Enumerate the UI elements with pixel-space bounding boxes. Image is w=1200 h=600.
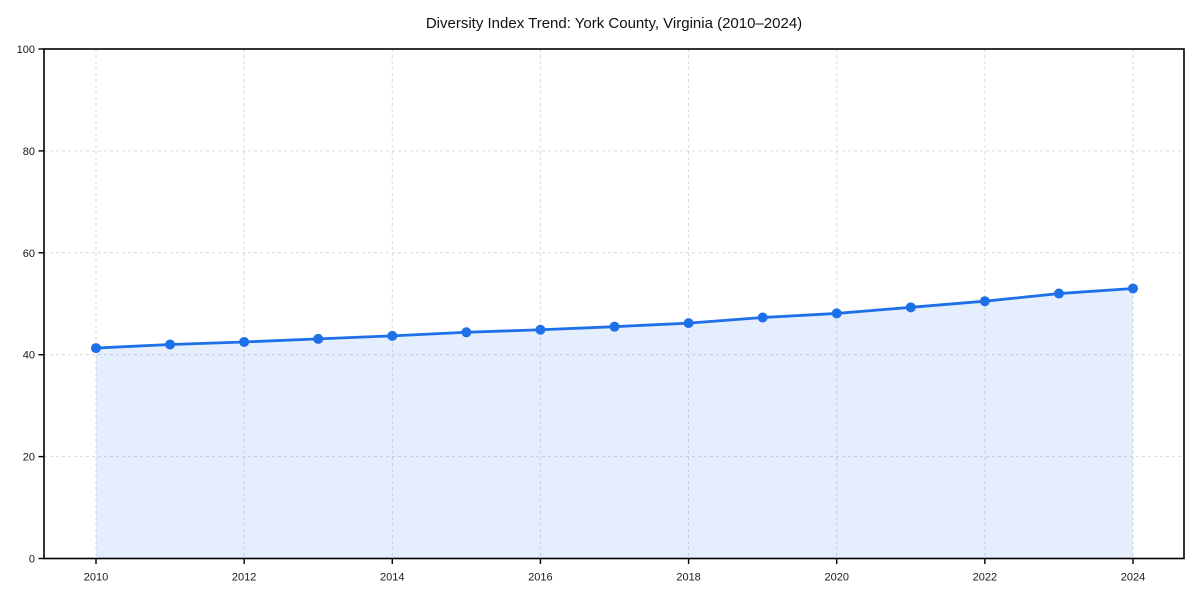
- data-point: [313, 333, 324, 344]
- x-tick-label: 2024: [1121, 572, 1145, 584]
- y-tick-label: 20: [23, 452, 35, 464]
- plot-border: [43, 48, 1185, 560]
- data-point: [239, 336, 250, 347]
- data-point: [165, 339, 176, 350]
- x-tick-label: 2012: [232, 572, 256, 584]
- data-point: [1053, 288, 1064, 299]
- data-point: [91, 343, 101, 354]
- data-point: [831, 308, 842, 319]
- y-tick-label: 60: [23, 248, 35, 260]
- y-tick-label: 100: [17, 44, 35, 56]
- x-tick-label: 2016: [528, 572, 552, 584]
- chart-title: Diversity Index Trend: York County, Virg…: [426, 15, 802, 32]
- data-point: [387, 330, 398, 341]
- data-point: [609, 321, 620, 332]
- data-point: [1128, 283, 1138, 294]
- x-tick-label: 2010: [84, 572, 108, 584]
- data-point: [683, 318, 694, 329]
- data-point: [905, 302, 916, 313]
- y-tick-label: 40: [23, 350, 35, 362]
- data-point: [461, 327, 472, 338]
- data-point: [757, 312, 768, 323]
- y-tick-label: 80: [23, 146, 35, 158]
- x-tick-label: 2014: [380, 572, 404, 584]
- area-fill: [96, 288, 1133, 559]
- x-tick-label: 2022: [973, 572, 997, 584]
- x-tick-label: 2018: [676, 572, 700, 584]
- data-point: [535, 324, 546, 335]
- x-tick-label: 2020: [824, 572, 848, 584]
- y-tick-label: 0: [29, 554, 35, 566]
- data-point: [979, 296, 990, 307]
